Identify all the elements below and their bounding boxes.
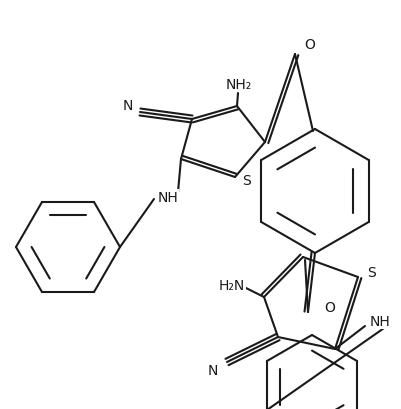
Text: NH₂: NH₂ xyxy=(226,78,252,92)
Text: O: O xyxy=(324,300,336,314)
Text: S: S xyxy=(243,173,251,188)
Text: O: O xyxy=(305,38,316,52)
Text: N: N xyxy=(123,99,133,113)
Text: N: N xyxy=(208,363,218,377)
Text: NH: NH xyxy=(370,314,391,328)
Text: S: S xyxy=(368,265,377,279)
Text: NH: NH xyxy=(158,191,178,204)
Text: H₂N: H₂N xyxy=(219,278,245,292)
